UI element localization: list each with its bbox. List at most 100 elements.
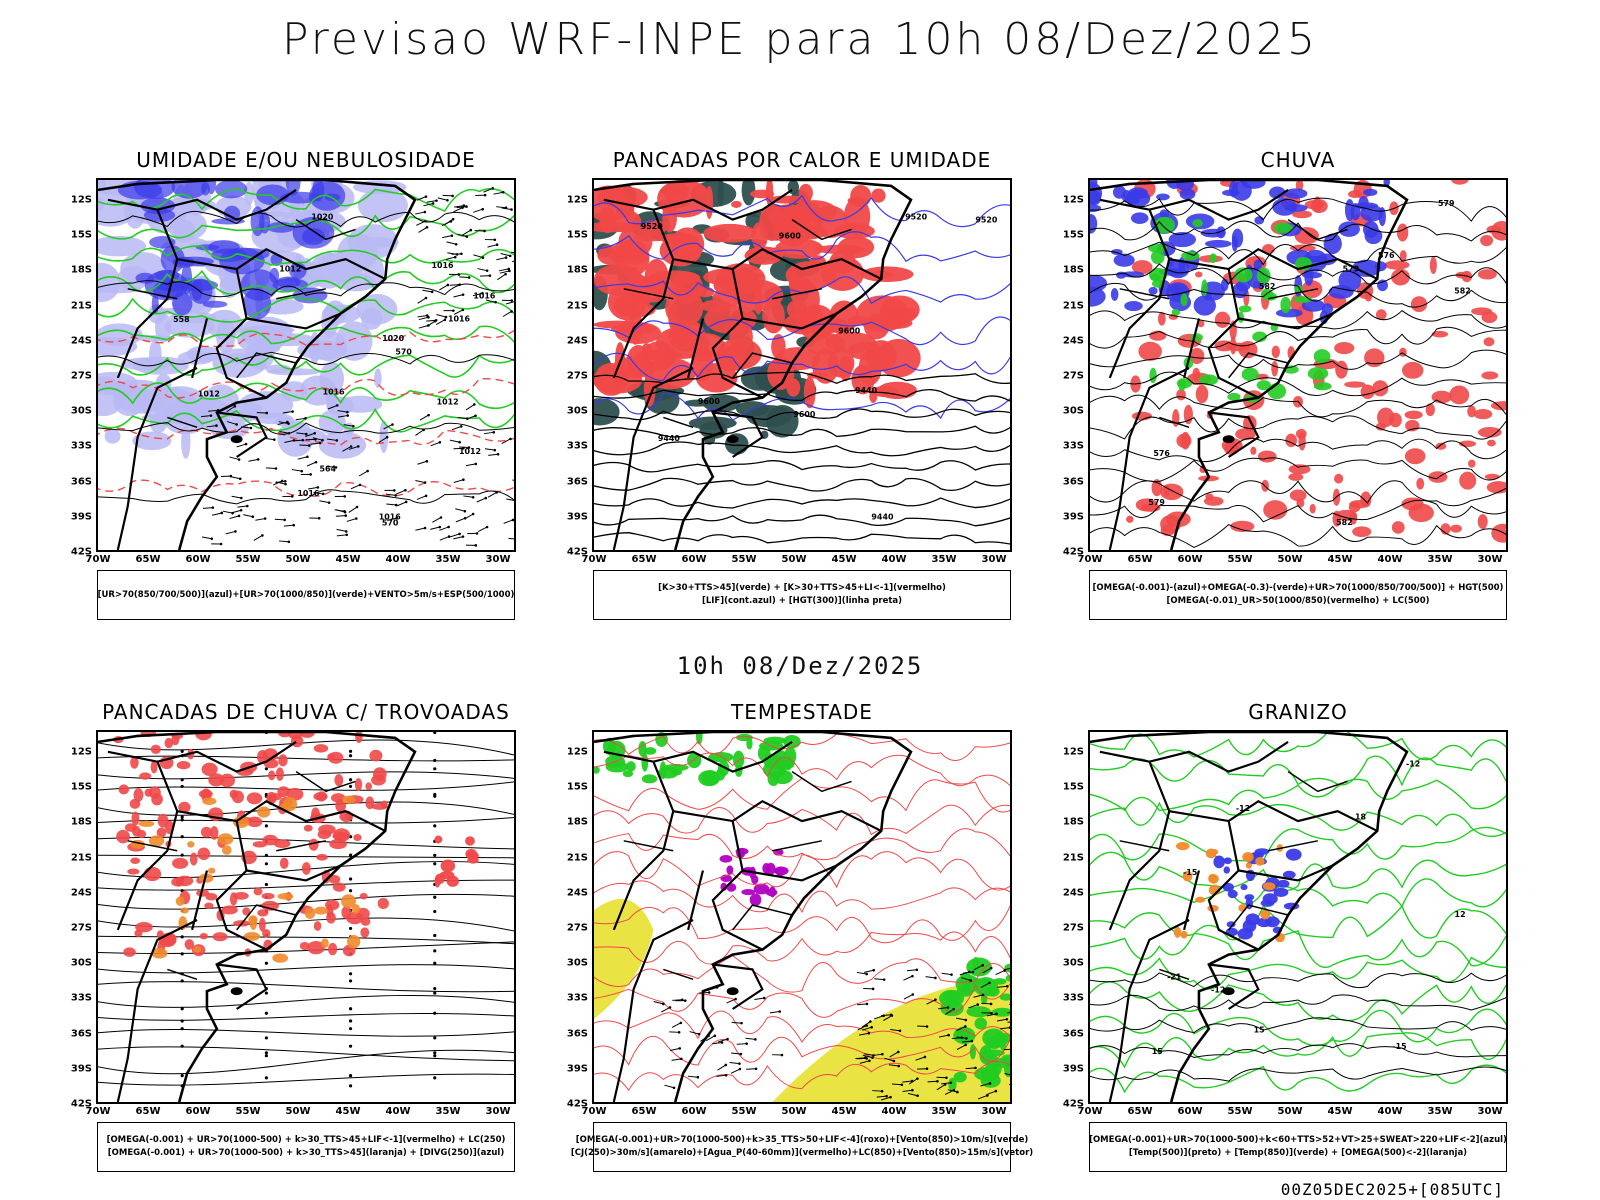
lat-tick: 18S: [1062, 264, 1084, 276]
legend-line: [LIF](cont.azul) + [HGT(300)](linha pret…: [701, 596, 903, 606]
latitude-labels: 12S 15S 18S 21S 24S 27S 30S 33S 36S 39S 42S: [56, 730, 92, 1110]
lon-tick: 35W: [1427, 554, 1453, 565]
lon-tick: 65W: [135, 1106, 161, 1117]
lon-tick: 55W: [235, 554, 261, 565]
lat-tick: 27S: [566, 922, 588, 934]
map-panel-chuva: 582 582 582 579 579 579 576 576: [1088, 178, 1508, 552]
main-title: Previsao WRF-INPE para 10h 08/Dez/2025: [282, 14, 1318, 65]
lon-tick: 40W: [1377, 1106, 1403, 1117]
lat-tick: 27S: [1062, 922, 1084, 934]
lat-tick: 24S: [566, 887, 588, 899]
lat-tick: 15S: [70, 229, 92, 241]
contour-label: 12: [1455, 910, 1466, 919]
lon-tick: 35W: [931, 1106, 957, 1117]
lat-tick: 33S: [566, 992, 588, 1004]
lon-tick: 45W: [831, 554, 857, 565]
lon-tick: 30W: [485, 1106, 511, 1117]
contour-label: 18: [1355, 813, 1367, 822]
lon-tick: 70W: [85, 1106, 111, 1117]
lat-tick: 12S: [1062, 746, 1084, 758]
panel-legend-tempestade: [OMEGA(-0.001)+UR>70(1000-500)+k>35_TTS>…: [571, 1122, 1033, 1172]
map-panel-tempestade: [592, 730, 1012, 1104]
lon-tick: 55W: [1227, 554, 1253, 565]
lat-tick: 27S: [1062, 370, 1084, 382]
contour-label: 9440: [658, 434, 681, 443]
lon-tick: 35W: [435, 1106, 461, 1117]
lat-tick: 39S: [70, 511, 92, 523]
lon-tick: 65W: [631, 1106, 657, 1117]
panel-title-pancadas-calor: PANCADAS POR CALOR E UMIDADE: [612, 148, 992, 172]
contour-label: -12: [1406, 759, 1420, 768]
contour-label: 579: [1343, 265, 1360, 274]
latitude-labels: 12S 15S 18S 21S 24S 27S 30S 33S 36S 39S 42S: [56, 178, 92, 558]
lat-tick: 39S: [1062, 1063, 1084, 1075]
latitude-labels: 12S 15S 18S 21S 24S 27S 30S 33S 36S 39S 42S: [552, 178, 588, 558]
contour-label: 1020: [311, 213, 334, 222]
lon-tick: 70W: [581, 554, 607, 565]
lat-tick: 24S: [70, 887, 92, 899]
lon-tick: 65W: [1127, 1106, 1153, 1117]
panel-title-pancadas-trovoadas: PANCADAS DE CHUVA C/ TROVOADAS: [102, 700, 510, 724]
lat-tick: 21S: [566, 852, 588, 864]
legend-line: [OMEGA(-0.001)+UR>70(1000-500)+k<60+TTS>…: [1089, 1135, 1507, 1145]
contour-label: 564: [319, 465, 336, 474]
panel-title-granizo: GRANIZO: [1248, 700, 1348, 724]
lon-tick: 45W: [1327, 554, 1353, 565]
legend-line: [OMEGA(-0.001) + UR>70(1000-500) + k>30_…: [107, 1148, 505, 1158]
panel-title-chuva: CHUVA: [1260, 148, 1336, 172]
lat-tick: 15S: [566, 229, 588, 241]
contour-label: -15: [1392, 1042, 1406, 1051]
lat-tick: 42S: [70, 546, 92, 558]
lon-tick: 60W: [1177, 1106, 1203, 1117]
lat-tick: 12S: [1062, 194, 1084, 206]
legend-line: [K>30+TTS>45](verde) + [K>30+TTS>45+LI<-…: [658, 583, 946, 593]
lat-tick: 36S: [70, 476, 92, 488]
lat-tick: 42S: [70, 1098, 92, 1110]
lat-tick: 39S: [1062, 511, 1084, 523]
lon-tick: 60W: [1177, 554, 1203, 565]
longitude-labels: 70W 65W 60W 55W 50W 45W 40W 35W 30W: [582, 1106, 1012, 1120]
lon-tick: 40W: [881, 554, 907, 565]
lon-tick: 50W: [1277, 554, 1303, 565]
lat-tick: 18S: [70, 816, 92, 828]
lat-tick: 42S: [566, 546, 588, 558]
longitude-labels: 70W 65W 60W 55W 50W 45W 40W 35W 30W: [1078, 554, 1508, 568]
legend-line: [OMEGA(-0.01)_UR>50(1000/850)(vermelho) …: [1166, 596, 1430, 606]
lon-tick: 50W: [1277, 1106, 1303, 1117]
contour-label: 1016: [473, 291, 496, 300]
contour-label: 15: [1152, 1047, 1163, 1056]
map-panel-pancadas-calor: 9600 9600 9600 9600 9520 9520 9520 9440 9440 9440: [592, 178, 1012, 552]
lat-tick: 18S: [566, 816, 588, 828]
latitude-labels: 12S 15S 18S 21S 24S 27S 30S 33S 36S 39S 42S: [1048, 730, 1084, 1110]
contour-label: 9600: [779, 231, 802, 240]
lat-tick: 24S: [1062, 887, 1084, 899]
lat-tick: 15S: [1062, 781, 1084, 793]
longitude-labels: 70W 65W 60W 55W 50W 45W 40W 35W 30W: [1078, 1106, 1508, 1120]
legend-line: [OMEGA(-0.001)+UR>70(1000-500)+k>35_TTS>…: [575, 1135, 1029, 1145]
contour-label: 576: [1153, 449, 1170, 458]
lon-tick: 55W: [731, 1106, 757, 1117]
lat-tick: 18S: [1062, 816, 1084, 828]
map-panel-pancadas-trovoadas: [96, 730, 516, 1104]
lat-tick: 36S: [566, 476, 588, 488]
contour-label: 9440: [871, 512, 894, 521]
lat-tick: 27S: [70, 922, 92, 934]
legend-line: [UR>70(850/700/500)](azul)+[UR>70(1000/8…: [97, 589, 515, 600]
lat-tick: 21S: [1062, 852, 1084, 864]
lon-tick: 50W: [285, 554, 311, 565]
contour-label: 1012: [198, 390, 220, 399]
lat-tick: 33S: [1062, 992, 1084, 1004]
contour-label: 1020: [382, 334, 405, 343]
lon-tick: 50W: [285, 1106, 311, 1117]
lat-tick: 12S: [70, 194, 92, 206]
contour-label: 1012: [459, 447, 481, 456]
panel-legend-chuva: [OMEGA(-0.001)-(azul)+OMEGA(-0.3)-(verde…: [1089, 570, 1507, 620]
lat-tick: 42S: [566, 1098, 588, 1110]
contour-label: 1012: [437, 398, 459, 407]
legend-line: [Temp(500)](preto) + [Temp(850)](verde) …: [1128, 1148, 1468, 1158]
lat-tick: 21S: [566, 300, 588, 312]
map-panel-umidade: 1012 1012 1016 1016 1012 1016 1016 1012 1016 1016…: [96, 178, 516, 552]
lat-tick: 33S: [1062, 440, 1084, 452]
lat-tick: 33S: [70, 440, 92, 452]
contour-label: -21: [1167, 972, 1181, 981]
